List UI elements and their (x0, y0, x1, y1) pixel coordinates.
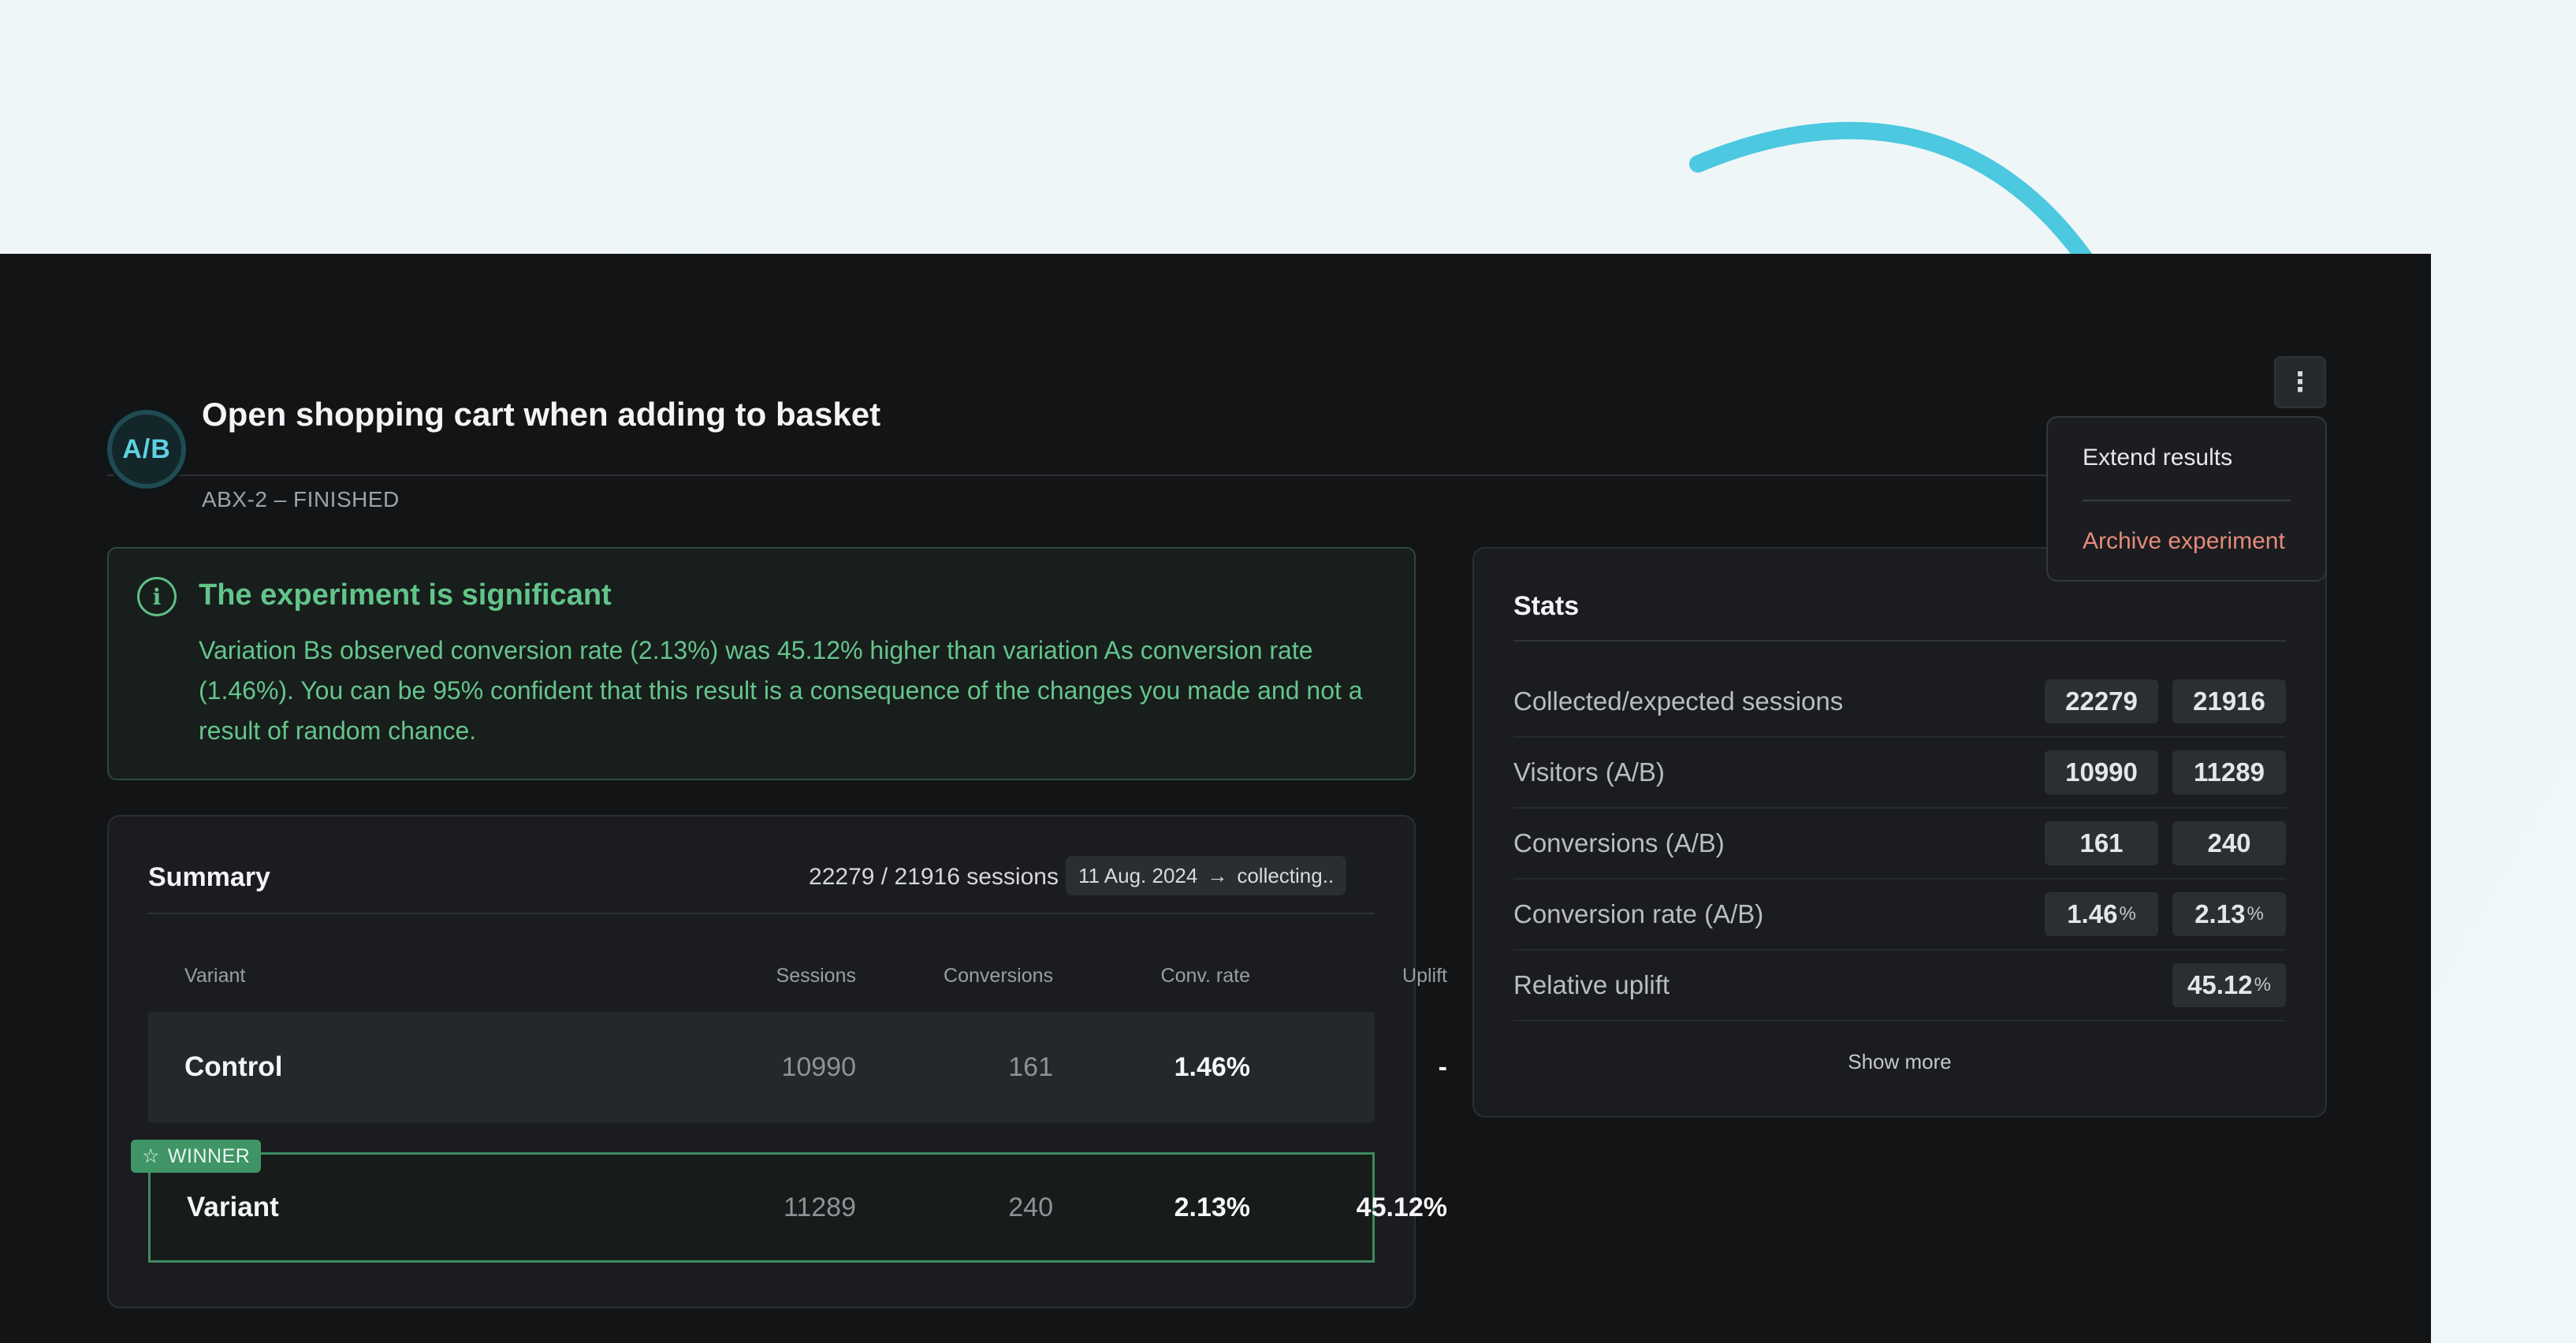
table-row-variant: Variant 11289 240 2.13% 45.12% (148, 1152, 1447, 1263)
date-start: 11 Aug. 2024 (1078, 863, 1198, 887)
stats-divider (1513, 640, 2286, 642)
percent-unit: % (2247, 903, 2264, 924)
stat-value-a: 22279 (2045, 679, 2158, 724)
kebab-icon: ⋮ (2287, 367, 2314, 397)
significance-alert: i The experiment is significant Variatio… (107, 547, 1416, 780)
experiment-title: Open shopping cart when adding to basket (202, 396, 881, 433)
stats-card: Stats Collected/expected sessions 22279 … (1472, 547, 2327, 1118)
menu-item-archive-experiment[interactable]: Archive experiment (2083, 528, 2285, 554)
stat-value-a: 10990 (2045, 750, 2158, 794)
more-options-button[interactable]: ⋮ (2274, 356, 2326, 408)
sessions-value: 10990 (781, 1051, 856, 1082)
stat-value-b: 21916 (2172, 679, 2286, 724)
summary-divider (148, 913, 1375, 914)
stat-value-b: 45.12% (2172, 963, 2286, 1007)
conversions-value: 240 (1008, 1192, 1053, 1222)
options-menu: Extend results Archive experiment (2046, 416, 2327, 582)
experiment-status: ABX-2 – FINISHED (202, 487, 400, 512)
conversions-value: 161 (1008, 1051, 1053, 1082)
stat-value-b: 240 (2172, 821, 2286, 865)
stat-value-a: 1.46% (2045, 892, 2158, 936)
alert-title: The experiment is significant (199, 578, 612, 612)
menu-divider (2083, 500, 2291, 501)
alert-body: Variation Bs observed conversion rate (2… (199, 636, 1363, 745)
stat-value-b: 11289 (2172, 750, 2286, 794)
variant-name: Control (184, 1051, 283, 1082)
stats-title: Stats (1513, 591, 1580, 621)
column-header-sessions: Sessions (776, 965, 856, 987)
ab-test-icon: A/B (107, 410, 186, 489)
table-row-control: Control 10990 161 1.46% - (148, 1012, 1447, 1122)
percent-unit: % (2254, 974, 2271, 995)
percent-unit: % (2119, 903, 2136, 924)
summary-title: Summary (148, 862, 270, 892)
uplift-value: - (1438, 1051, 1447, 1082)
stat-label: Visitors (A/B) (1513, 757, 1665, 787)
stat-value-b: 2.13% (2172, 892, 2286, 936)
conv-rate-value: 2.13% (1174, 1192, 1250, 1222)
experiment-header: A/B Open shopping cart when adding to ba… (107, 323, 2324, 512)
info-icon: i (137, 577, 177, 616)
show-more-link[interactable]: Show more (1848, 1050, 1952, 1073)
conv-rate-value: 1.46% (1174, 1051, 1250, 1082)
stat-number: 1.46 (2067, 899, 2118, 928)
menu-item-extend-results[interactable]: Extend results (2083, 445, 2233, 471)
arrow-right-icon: → (1207, 863, 1228, 887)
stat-value-a: 161 (2045, 821, 2158, 865)
column-header-conversions: Conversions (944, 965, 1053, 987)
stats-row-conversion-rate: Conversion rate (A/B) 1.46% 2.13% (1513, 880, 2286, 951)
uplift-value: 45.12% (1356, 1192, 1447, 1222)
column-header-conv-rate: Conv. rate (1160, 965, 1250, 987)
stat-label: Relative uplift (1513, 970, 1670, 999)
stat-label: Conversions (A/B) (1513, 828, 1725, 858)
stats-row-sessions: Collected/expected sessions 22279 21916 (1513, 667, 2286, 738)
stat-label: Collected/expected sessions (1513, 686, 1844, 716)
stats-row-relative-uplift: Relative uplift 45.12% (1513, 951, 2286, 1021)
date-end: collecting.. (1237, 863, 1335, 887)
date-range-chip: 11 Aug. 2024 → collecting.. (1066, 856, 1347, 895)
column-header-uplift: Uplift (1402, 965, 1447, 987)
stats-row-visitors: Visitors (A/B) 10990 11289 (1513, 738, 2286, 809)
sessions-value: 11289 (783, 1192, 856, 1222)
stat-number: 2.13 (2194, 899, 2246, 928)
variant-name: Variant (187, 1192, 279, 1222)
winner-label: WINNER (167, 1144, 251, 1167)
stat-label: Conversion rate (A/B) (1513, 899, 1764, 928)
stat-number: 45.12 (2187, 970, 2253, 999)
stats-row-conversions: Conversions (A/B) 161 240 (1513, 809, 2286, 880)
star-icon: ☆ (142, 1145, 160, 1167)
winner-badge: ☆ WINNER (131, 1140, 262, 1173)
column-header-variant: Variant (184, 965, 246, 987)
summary-card: Summary 22279 / 21916 sessions (100%) 11… (107, 815, 1447, 1308)
